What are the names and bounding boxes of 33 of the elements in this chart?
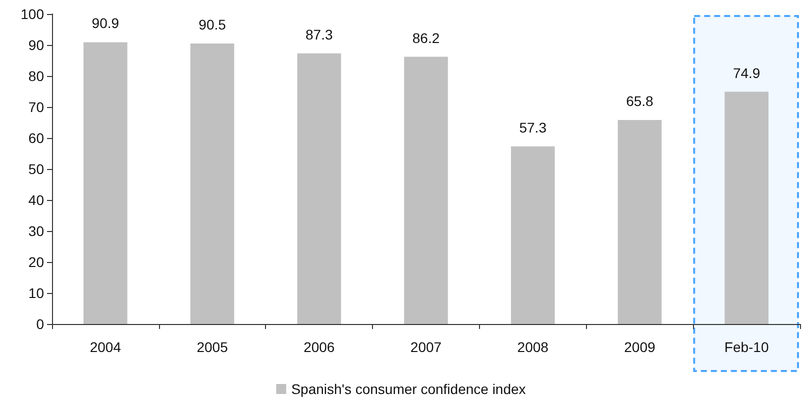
y-tick-label: 80 xyxy=(28,68,44,84)
y-tick-label: 30 xyxy=(28,223,44,239)
y-tick-label: 70 xyxy=(28,99,44,115)
x-tick-label: Feb-10 xyxy=(724,339,769,355)
bar xyxy=(190,43,234,324)
data-label: 65.8 xyxy=(626,93,654,110)
data-label: 74.9 xyxy=(732,64,760,81)
y-tick-label: 10 xyxy=(28,285,44,301)
x-tick-label: 2005 xyxy=(196,339,228,355)
data-label: 86.2 xyxy=(412,30,440,46)
y-tick-label: 90 xyxy=(28,37,44,53)
bar xyxy=(510,146,555,324)
y-tick-label: 100 xyxy=(20,6,44,22)
y-tick-label: 60 xyxy=(28,130,44,146)
data-label: 87.3 xyxy=(306,26,333,42)
y-tick-label: 20 xyxy=(28,254,44,270)
x-tick-label: 2009 xyxy=(624,339,656,355)
x-tick-label: 2004 xyxy=(90,339,122,355)
data-label: 90.5 xyxy=(198,16,226,32)
x-tick-label: 2008 xyxy=(517,339,549,355)
bar xyxy=(724,92,768,324)
data-label: 57.3 xyxy=(519,119,547,136)
bar xyxy=(618,120,662,324)
y-tick-label: 50 xyxy=(28,161,44,177)
bar xyxy=(84,42,128,324)
x-tick-label: 2007 xyxy=(410,339,442,355)
bar xyxy=(297,53,342,324)
y-tick-label: 40 xyxy=(28,192,44,208)
legend-label: Spanish's consumer confidence index xyxy=(291,381,526,397)
data-label: 90.9 xyxy=(92,15,120,32)
x-tick-label: 2006 xyxy=(304,339,335,355)
bar xyxy=(404,56,448,324)
y-tick-label: 0 xyxy=(36,316,44,332)
